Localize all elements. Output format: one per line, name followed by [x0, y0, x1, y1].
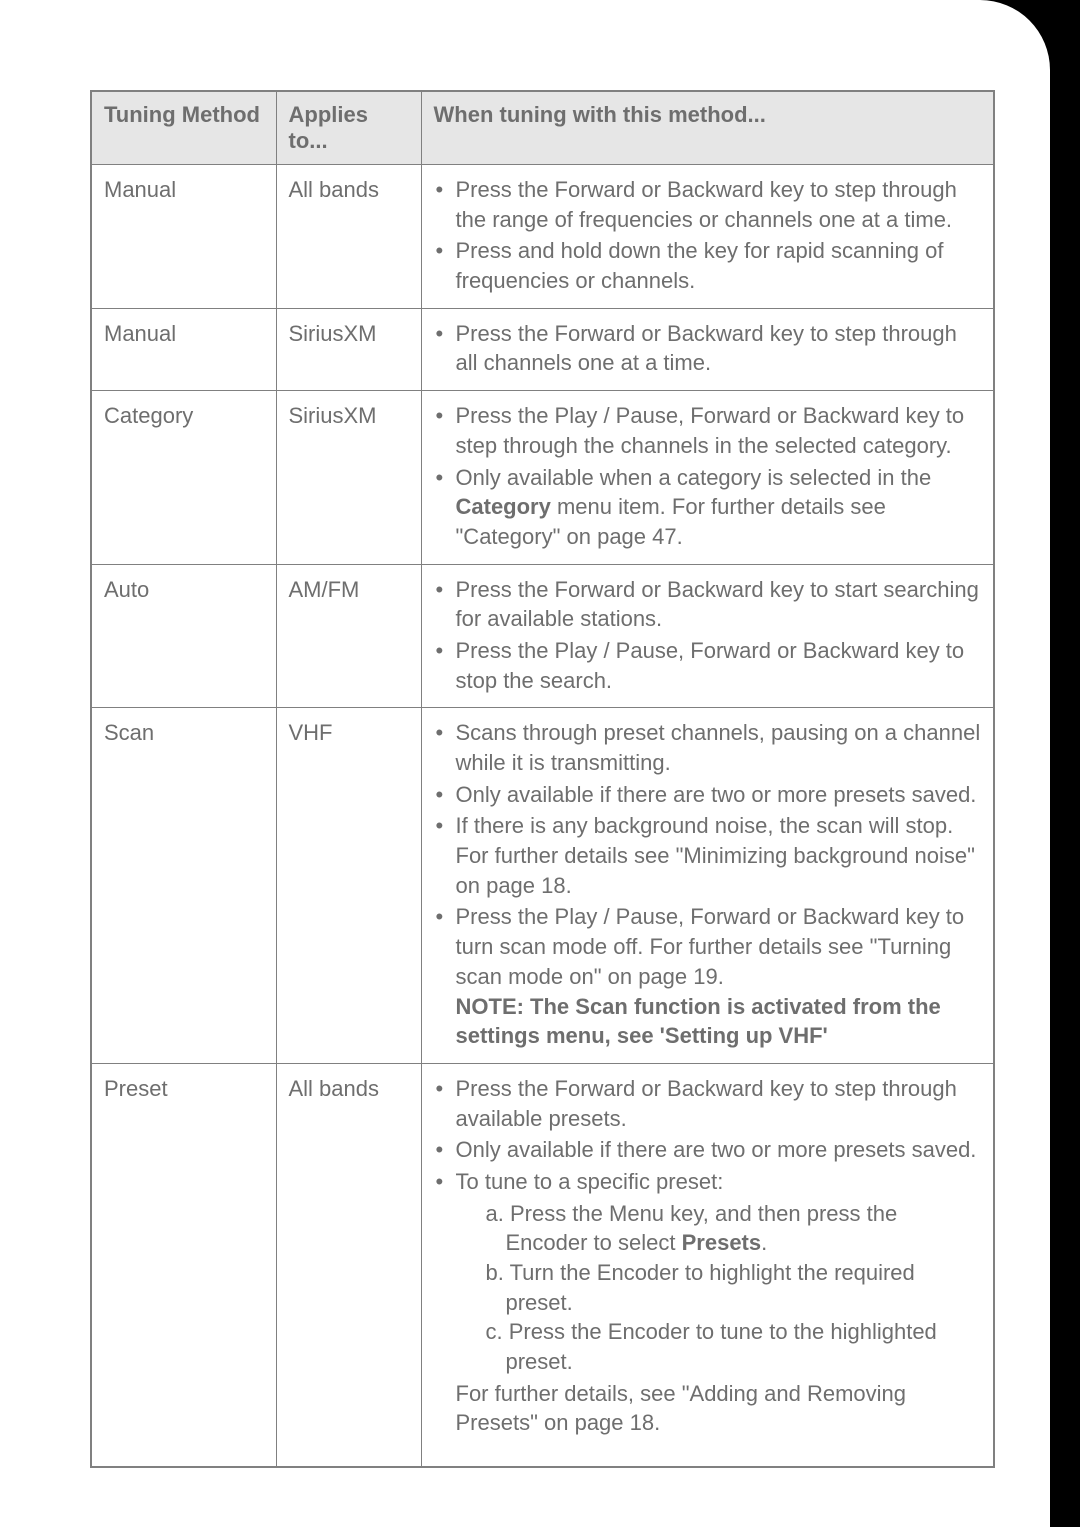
- bullet-item: Press the Forward or Backward key to ste…: [434, 175, 982, 234]
- bullet-list: Press the Forward or Backward key to sta…: [434, 575, 982, 696]
- document-page: Tuning Method Applies to... When tuning …: [0, 0, 1050, 1527]
- bullet-list: Press the Play / Pause, Forward or Backw…: [434, 401, 982, 551]
- cell-method: Scan: [91, 708, 276, 1064]
- bullet-item: Press the Play / Pause, Forward or Backw…: [434, 401, 982, 460]
- cell-description: Press the Forward or Backward key to ste…: [421, 1063, 994, 1467]
- cell-method: Manual: [91, 165, 276, 309]
- cell-method: Category: [91, 391, 276, 564]
- cell-description: Press the Forward or Backward key to sta…: [421, 564, 994, 708]
- sub-step: b. Turn the Encoder to highlight the req…: [434, 1258, 982, 1317]
- bullet-item: Scans through preset channels, pausing o…: [434, 718, 982, 777]
- bullet-item: Only available if there are two or more …: [434, 780, 982, 810]
- bullet-item: Press the Forward or Backward key to ste…: [434, 319, 982, 378]
- cell-method: Auto: [91, 564, 276, 708]
- table-row: AutoAM/FMPress the Forward or Backward k…: [91, 564, 994, 708]
- bullet-item: To tune to a specific preset:: [434, 1167, 982, 1197]
- cell-method: Manual: [91, 308, 276, 390]
- cell-description: Press the Forward or Backward key to ste…: [421, 308, 994, 390]
- bullet-list: Scans through preset channels, pausing o…: [434, 718, 982, 1051]
- cell-applies: AM/FM: [276, 564, 421, 708]
- tuning-method-table: Tuning Method Applies to... When tuning …: [90, 90, 995, 1468]
- bullet-item: Only available if there are two or more …: [434, 1135, 982, 1165]
- sub-step: a. Press the Menu key, and then press th…: [434, 1199, 982, 1258]
- bullet-item: Only available when a category is select…: [434, 463, 982, 552]
- table-row: PresetAll bandsPress the Forward or Back…: [91, 1063, 994, 1467]
- header-tuning-method: Tuning Method: [91, 91, 276, 165]
- table-header-row: Tuning Method Applies to... When tuning …: [91, 91, 994, 165]
- cell-description: Scans through preset channels, pausing o…: [421, 708, 994, 1064]
- cell-applies: SiriusXM: [276, 308, 421, 390]
- cell-applies: SiriusXM: [276, 391, 421, 564]
- bullet-list: Press the Forward or Backward key to ste…: [434, 175, 982, 296]
- bullet-item: Press the Forward or Backward key to sta…: [434, 575, 982, 634]
- header-applies-to: Applies to...: [276, 91, 421, 165]
- bullet-list: Press the Forward or Backward key to ste…: [434, 1074, 982, 1197]
- table-row: ScanVHFScans through preset channels, pa…: [91, 708, 994, 1064]
- bullet-item: Press the Forward or Backward key to ste…: [434, 1074, 982, 1133]
- page-number: 17: [60, 1476, 80, 1497]
- cell-description: Press the Forward or Backward key to ste…: [421, 165, 994, 309]
- bullet-item: Press and hold down the key for rapid sc…: [434, 236, 982, 295]
- table-row: ManualAll bandsPress the Forward or Back…: [91, 165, 994, 309]
- follow-text: For further details, see "Adding and Rem…: [434, 1379, 982, 1438]
- cell-method: Preset: [91, 1063, 276, 1467]
- bullet-item: If there is any background noise, the sc…: [434, 811, 982, 900]
- cell-applies: VHF: [276, 708, 421, 1064]
- header-when-tuning: When tuning with this method...: [421, 91, 994, 165]
- sub-step: c. Press the Encoder to tune to the high…: [434, 1317, 982, 1376]
- cell-applies: All bands: [276, 165, 421, 309]
- table-row: CategorySiriusXMPress the Play / Pause, …: [91, 391, 994, 564]
- bullet-item: Press the Play / Pause, Forward or Backw…: [434, 636, 982, 695]
- bullet-list: Press the Forward or Backward key to ste…: [434, 319, 982, 378]
- bullet-item: Press the Play / Pause, Forward or Backw…: [434, 902, 982, 1050]
- table-row: ManualSiriusXMPress the Forward or Backw…: [91, 308, 994, 390]
- cell-description: Press the Play / Pause, Forward or Backw…: [421, 391, 994, 564]
- table-body: ManualAll bandsPress the Forward or Back…: [91, 165, 994, 1468]
- cell-applies: All bands: [276, 1063, 421, 1467]
